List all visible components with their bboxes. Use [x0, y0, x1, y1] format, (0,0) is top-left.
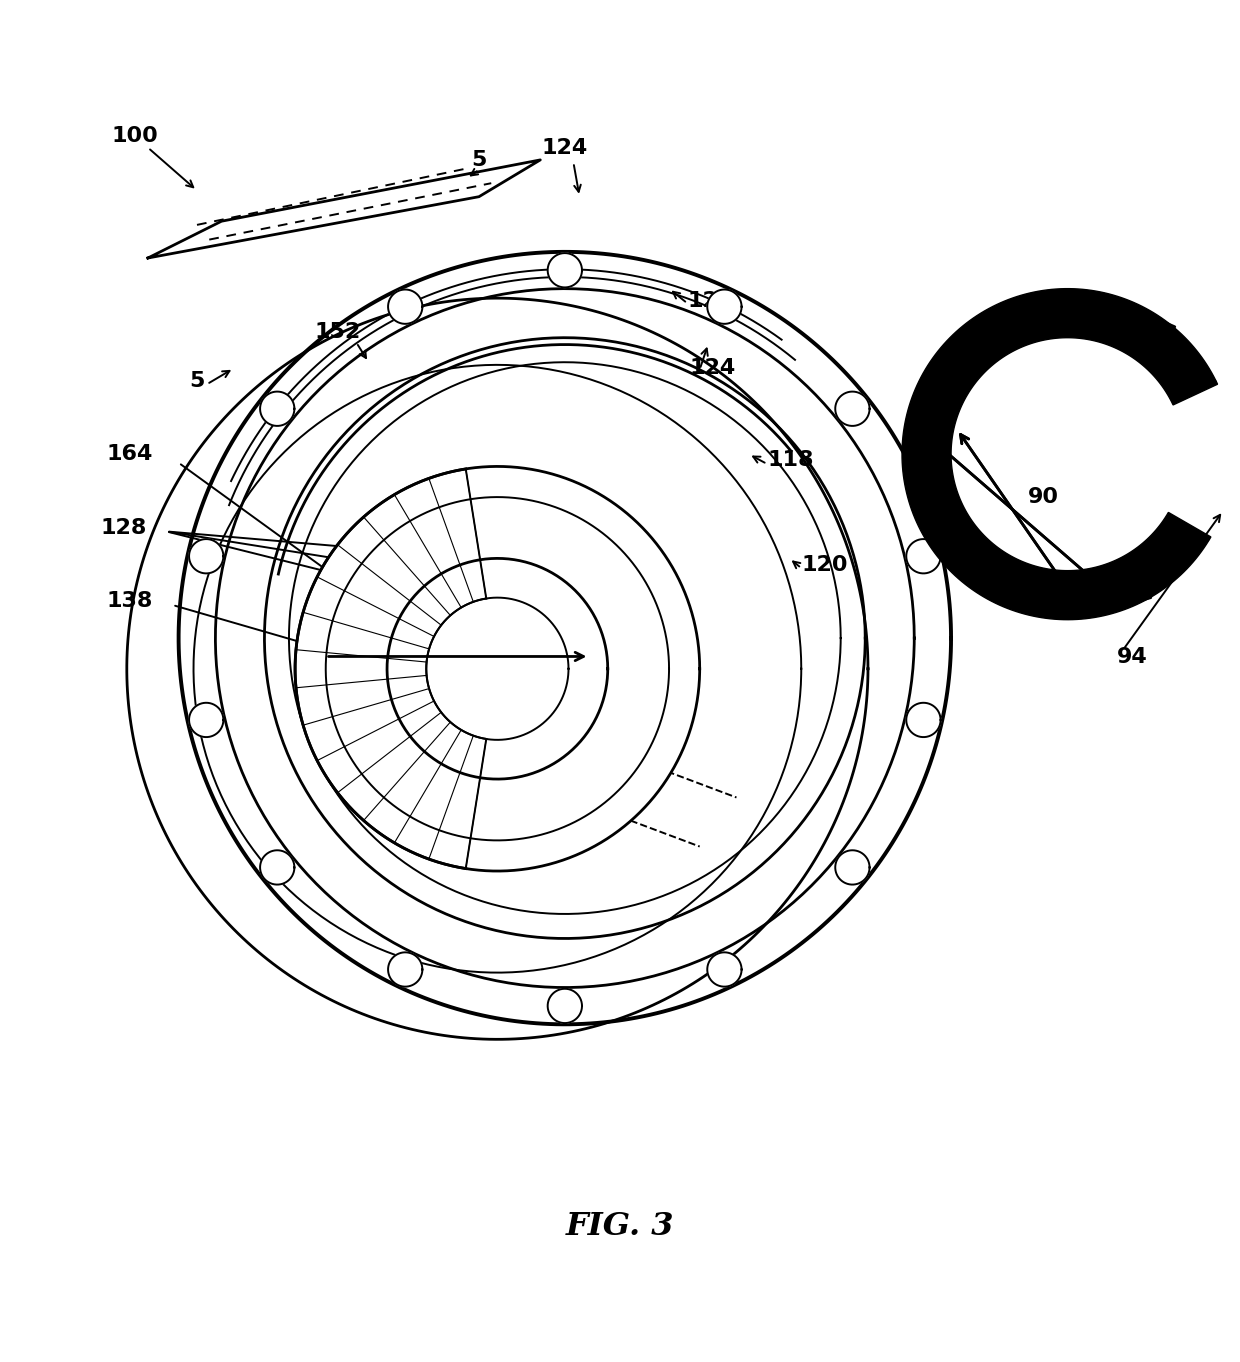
Text: 118: 118	[768, 451, 813, 470]
Polygon shape	[188, 703, 223, 737]
Polygon shape	[179, 252, 951, 1024]
Text: 122: 122	[687, 291, 734, 311]
Text: 5: 5	[471, 150, 486, 170]
Text: FIG. 3: FIG. 3	[565, 1211, 675, 1242]
Polygon shape	[260, 850, 294, 884]
Polygon shape	[388, 952, 423, 986]
Polygon shape	[387, 558, 608, 779]
Polygon shape	[906, 539, 941, 573]
Text: 124: 124	[542, 138, 588, 158]
Polygon shape	[126, 298, 868, 1039]
Polygon shape	[836, 850, 869, 884]
Text: 164: 164	[107, 444, 153, 464]
Polygon shape	[707, 952, 742, 986]
Text: 120: 120	[801, 554, 848, 575]
Text: 5: 5	[190, 370, 205, 391]
Polygon shape	[836, 392, 869, 426]
Text: 138: 138	[107, 591, 153, 612]
Polygon shape	[260, 392, 294, 426]
Polygon shape	[295, 466, 699, 872]
Polygon shape	[388, 290, 423, 324]
Polygon shape	[548, 253, 582, 287]
Text: 90: 90	[1028, 488, 1059, 507]
Polygon shape	[707, 290, 742, 324]
Polygon shape	[188, 539, 223, 573]
Polygon shape	[906, 703, 941, 737]
Text: 100: 100	[112, 125, 157, 146]
Text: 128: 128	[100, 518, 146, 538]
Text: 94: 94	[1116, 647, 1147, 666]
Polygon shape	[901, 289, 1218, 620]
Text: 124: 124	[689, 358, 737, 379]
Polygon shape	[548, 989, 582, 1023]
Text: 92: 92	[914, 481, 945, 501]
Text: 152: 152	[315, 321, 361, 342]
